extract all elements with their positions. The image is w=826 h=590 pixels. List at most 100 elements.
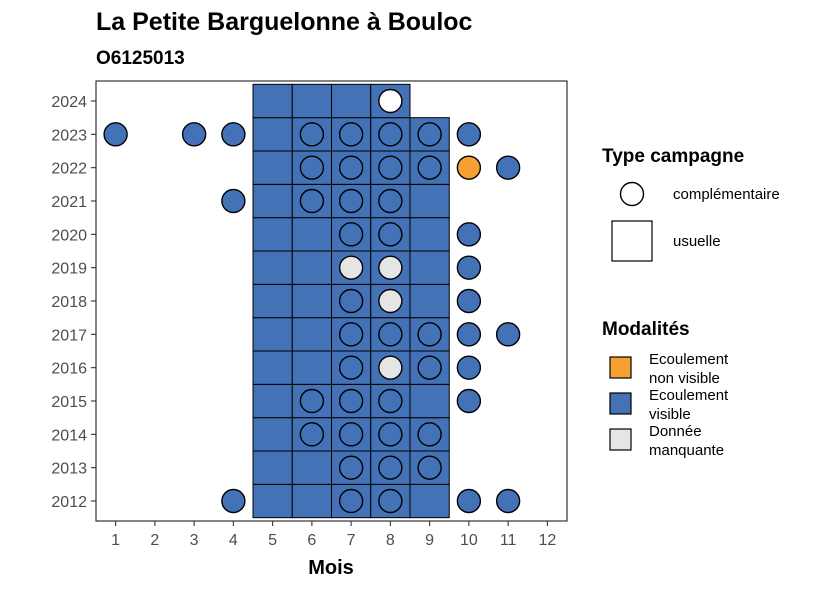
- complementaire-point-2014-9: [417, 422, 442, 447]
- y-tick-label: 2012: [51, 494, 87, 511]
- y-tick-label: 2015: [51, 394, 87, 411]
- complementaire-point-2013-9: [417, 455, 442, 480]
- complementaire-point-2014-6: [299, 422, 325, 447]
- usuelle-cell-2012-6: [291, 483, 332, 519]
- usuelle-cell-2022-5: [252, 150, 293, 185]
- x-tick-label: 3: [190, 532, 199, 549]
- complementaire-point-2023-8: [378, 122, 403, 147]
- legend-key-fill: [609, 356, 632, 379]
- legend-label-modalite: manquante: [649, 442, 724, 459]
- complementaire-point-2018-10: [456, 288, 482, 314]
- complementaire-point-2012-8: [378, 488, 403, 514]
- chart-subtitle: O6125013: [96, 48, 185, 69]
- y-tick-label: 2020: [51, 227, 87, 244]
- usuelle-cell-2021-5: [252, 183, 293, 219]
- complementaire-point-2016-10: [456, 355, 482, 380]
- complementaire-point-2012-10: [456, 488, 482, 514]
- complementaire-point-2012-4: [221, 488, 246, 514]
- complementaire-point-2014-8: [378, 422, 403, 447]
- complementaire-point-2020-10: [456, 222, 482, 247]
- x-tick-label: 1: [111, 532, 120, 549]
- complementaire-point-2015-8: [378, 388, 403, 414]
- complementaire-point-2013-8: [378, 455, 403, 480]
- chart-title: La Petite Barguelonne à Bouloc: [96, 8, 473, 36]
- complementaire-point-2017-7: [338, 322, 364, 347]
- complementaire-point-2019-7: [338, 255, 364, 280]
- usuelle-cell-2013-6: [291, 450, 332, 485]
- complementaire-point-2015-7: [338, 388, 364, 414]
- complementaire-point-2021-7: [338, 188, 364, 214]
- complementaire-point-2017-8: [378, 322, 403, 347]
- usuelle-cell-2015-5: [252, 383, 293, 419]
- legend-label-modalite: visible: [649, 406, 691, 423]
- usuelle-cell-2020-9: [409, 217, 450, 252]
- complementaire-point-2023-4: [221, 122, 246, 147]
- complementaire-point-2020-7: [338, 222, 364, 247]
- complementaire-point-2014-7: [338, 422, 364, 447]
- usuelle-cell-2014-5: [252, 417, 293, 452]
- complementaire-point-2019-10: [456, 255, 482, 280]
- legend-label-square: usuelle: [673, 233, 721, 250]
- legend-key-fill: [609, 428, 632, 451]
- legend-label-modalite: Ecoulement: [649, 387, 729, 404]
- usuelle-cell-2024-7: [331, 83, 372, 119]
- y-tick-label: 2017: [51, 327, 87, 344]
- y-tick-label: 2019: [51, 261, 87, 278]
- usuelle-cell-2017-5: [252, 317, 293, 352]
- legend-key-fill: [609, 392, 632, 415]
- usuelle-cell-2020-5: [252, 217, 293, 252]
- legend-key-square: [611, 220, 653, 262]
- complementaire-point-2017-11: [495, 322, 521, 347]
- complementaire-point-2023-6: [299, 122, 325, 147]
- complementaire-point-2023-9: [417, 122, 442, 147]
- y-tick-label: 2024: [51, 94, 87, 111]
- legend: Type campagne complémentaire usuelle Moda…: [602, 146, 780, 459]
- x-axis: 1 2 3 4 5 6 7 8 9 10 11 12: [111, 521, 556, 549]
- y-tick-label: 2021: [51, 194, 87, 211]
- x-tick-label: 11: [500, 532, 517, 549]
- complementaire-point-2012-7: [338, 488, 364, 514]
- y-axis: 2012 2013 2014 2015 2016 2017 2018 2019 2020 2021…: [51, 94, 96, 511]
- usuelle-cell-2019-5: [252, 250, 293, 285]
- complementaire-point-2015-6: [299, 388, 325, 414]
- x-tick-label: 9: [425, 532, 434, 549]
- complementaire-point-2021-4: [221, 188, 246, 214]
- legend-label-circle: complémentaire: [673, 186, 780, 203]
- y-tick-label: 2013: [51, 461, 87, 478]
- usuelle-cell-2018-6: [291, 283, 332, 319]
- complementaire-point-2016-9: [417, 355, 442, 380]
- complementaire-point-2023-7: [338, 122, 364, 147]
- complementaire-point-2022-8: [378, 155, 403, 180]
- complementaire-point-2018-8: [378, 288, 403, 314]
- usuelle-cell-2017-6: [291, 317, 332, 352]
- complementaire-point-2021-8: [378, 188, 403, 214]
- complementaire-point-2013-7: [338, 455, 364, 480]
- complementaire-point-2019-8: [378, 255, 403, 280]
- complementaire-point-2022-7: [338, 155, 364, 180]
- usuelle-cell-2015-9: [409, 383, 450, 419]
- usuelle-cell-2023-5: [252, 117, 293, 152]
- usuelle-cell-2024-6: [291, 83, 332, 119]
- complementaire-point-2015-10: [456, 388, 482, 414]
- legend-label-modalite: non visible: [649, 370, 720, 387]
- complementaire-point-2022-6: [299, 155, 325, 180]
- complementaire-point-2017-9: [417, 322, 442, 347]
- usuelle-cell-2018-9: [409, 283, 450, 319]
- x-tick-label: 8: [386, 532, 395, 549]
- x-tick-label: 4: [229, 532, 238, 549]
- complementaire-point-2020-8: [378, 222, 403, 247]
- y-tick-label: 2023: [51, 127, 87, 144]
- complementaire-point-2016-7: [338, 355, 364, 380]
- usuelle-cell-2021-9: [409, 183, 450, 219]
- complementaire-points: [103, 88, 521, 514]
- usuelle-cell-2016-5: [252, 350, 293, 385]
- usuelle-cell-2019-9: [409, 250, 450, 285]
- complementaire-point-2022-11: [495, 155, 521, 180]
- x-tick-label: 10: [460, 532, 478, 549]
- x-tick-label: 7: [347, 532, 356, 549]
- usuelle-cell-2012-5: [252, 483, 293, 519]
- usuelle-cell-2024-5: [252, 83, 293, 119]
- usuelle-cell-2020-6: [291, 217, 332, 252]
- usuelle-cell-2013-5: [252, 450, 293, 485]
